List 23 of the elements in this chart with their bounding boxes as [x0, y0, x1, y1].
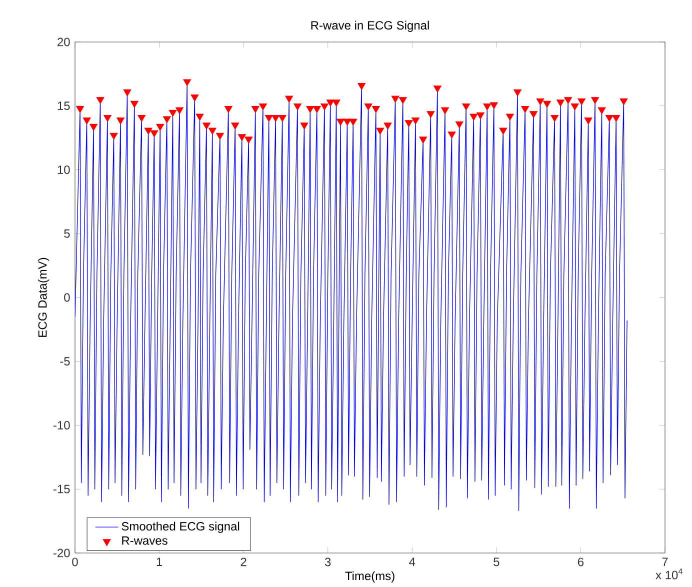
x-tick-label: 2	[240, 558, 246, 566]
legend-label: Smoothed ECG signal	[122, 522, 240, 533]
x-tick-label: 4	[409, 558, 416, 566]
y-axis-title: ECG Data(mV)	[38, 258, 50, 337]
legend-label: R-waves	[122, 536, 168, 545]
y-tick-label: -20	[53, 548, 70, 558]
x-axis-title: Time(ms)	[345, 571, 394, 583]
chart-title: R-wave in ECG Signal	[311, 20, 429, 32]
x-tick-label: 5	[494, 558, 500, 566]
text: x 10$^{4}$	[656, 568, 682, 580]
y-tick-label: 20	[58, 38, 70, 46]
x-tick-label: 1	[156, 558, 162, 566]
y-tick-label: 0	[64, 293, 70, 302]
x-tick-label: 0	[72, 558, 78, 566]
y-tick-label: 15	[58, 102, 70, 110]
y-tick-label: -10	[53, 421, 70, 430]
x-tick-label: 7	[662, 558, 668, 566]
x-tick-label: 3	[324, 558, 331, 566]
y-tick-label: 10	[58, 166, 70, 174]
y-tick-label: -15	[53, 484, 70, 494]
y-tick-label: -5	[60, 357, 70, 366]
x-tick-label: 6	[578, 558, 584, 566]
y-tick-label: 5	[64, 229, 70, 238]
